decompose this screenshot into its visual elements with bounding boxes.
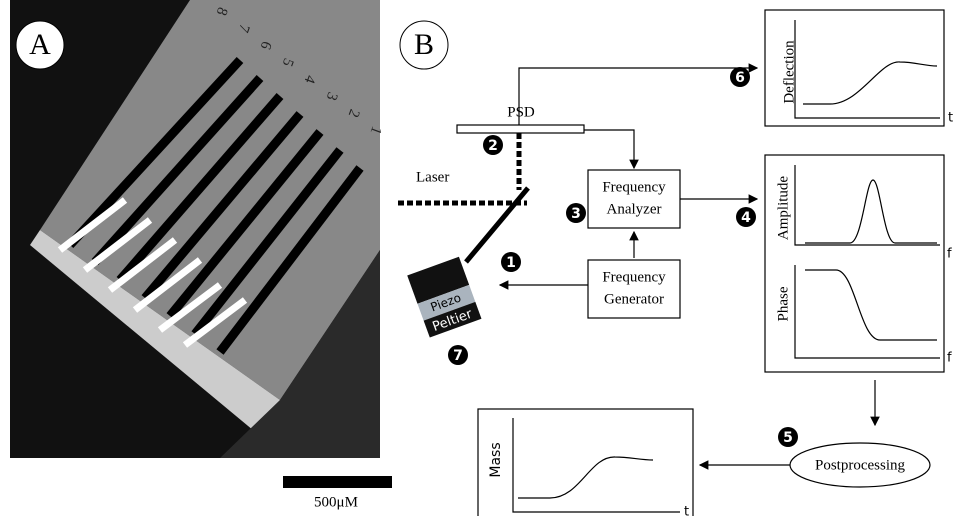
arrow: [584, 130, 634, 168]
laser-beam: [398, 133, 527, 203]
arrow: [519, 68, 757, 125]
postprocessing-label: Postprocessing: [815, 457, 906, 473]
axis-label: f: [947, 247, 952, 262]
chip: Piezo Peltier: [407, 257, 481, 338]
sem-image: [10, 0, 380, 458]
scale-bar: [283, 476, 392, 488]
scale-label: 500μM: [314, 494, 358, 510]
analyzer-label: Frequency: [602, 179, 666, 195]
psd: [457, 125, 584, 133]
step-badges: 1 2 3 4 5 6 7: [448, 67, 798, 447]
axis-label: Phase: [775, 286, 791, 321]
axis-label: Amplitude: [775, 176, 791, 241]
step-number: 2: [488, 138, 498, 154]
generator-label: Generator: [604, 291, 664, 307]
cantilever: [466, 188, 528, 262]
step-number: 4: [741, 210, 751, 226]
step-number: 5: [783, 430, 793, 446]
analyzer-label: Analyzer: [607, 201, 662, 217]
step-number: 1: [506, 255, 516, 271]
axis-label: t: [948, 111, 953, 126]
generator-label: Frequency: [602, 269, 666, 285]
panel-label: B: [414, 28, 434, 61]
mass-plot: [478, 409, 693, 516]
laser-label: Laser: [416, 169, 449, 185]
psd-label: PSD: [507, 104, 535, 120]
step-number: 6: [735, 70, 745, 86]
axis-label: Mass: [488, 442, 504, 477]
page: 12345678 A 500μM B PSD Laser Piezo Pelti…: [0, 0, 969, 516]
figure: 12345678 A 500μM B PSD Laser Piezo Pelti…: [0, 0, 969, 516]
axis-label: Deflection: [781, 40, 797, 104]
step-number: 3: [571, 206, 581, 222]
axis-label: t: [684, 505, 689, 516]
step-number: 7: [453, 348, 463, 364]
axis-label: f: [947, 351, 952, 366]
panel-label: A: [29, 28, 51, 61]
